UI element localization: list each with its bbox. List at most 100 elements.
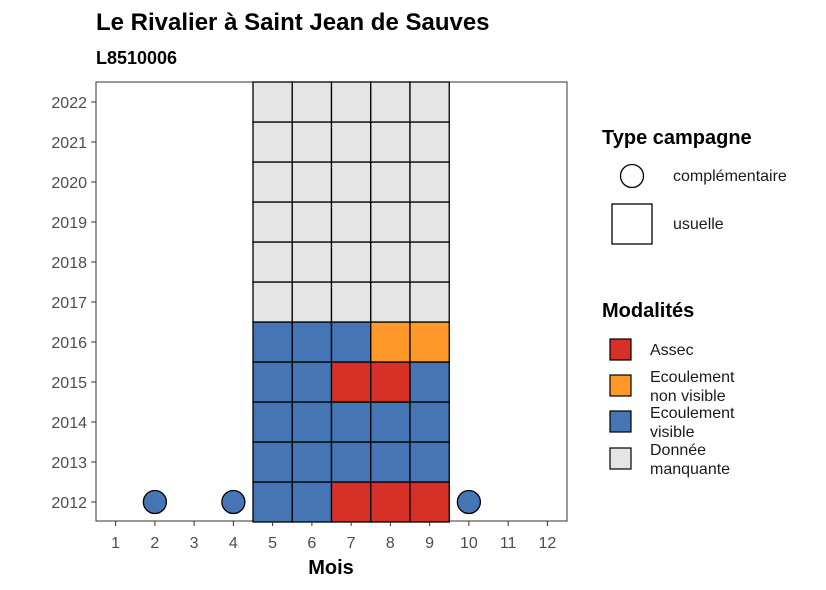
x-tick-label-2: 2 <box>150 535 159 552</box>
cell-2014-5 <box>252 401 293 443</box>
x-tick-label-7: 7 <box>347 535 356 552</box>
x-axis: 1 2 3 4 5 6 7 8 9 10 11 12 <box>111 521 556 552</box>
cell-2015-7 <box>330 361 372 403</box>
cell-2022-7 <box>330 81 372 123</box>
cell-2019-9 <box>409 201 450 243</box>
legend-label-nonvisible: Ecoulement non visible <box>650 369 735 405</box>
cell-2022-8 <box>370 81 411 123</box>
cell-2019-5 <box>252 201 293 243</box>
cell-2020-6 <box>291 161 333 203</box>
cell-2016-7 <box>330 321 372 363</box>
y-tick-label-2013: 2013 <box>51 455 87 472</box>
y-tick-label-2022: 2022 <box>51 95 87 112</box>
cell-2014-8 <box>370 401 411 443</box>
legend-title-type-campagne: Type campagne <box>602 127 752 149</box>
legend: Type campagne Modalités complémentaire us… <box>602 127 787 478</box>
cell-2015-9 <box>409 361 450 403</box>
cell-2012-8 <box>370 481 411 523</box>
cell-2014-7 <box>330 401 372 443</box>
cell-2022-5 <box>252 81 293 123</box>
cell-2021-5 <box>252 121 293 163</box>
cell-2021-6 <box>291 121 333 163</box>
legend-swatch-manquante <box>609 447 632 470</box>
y-tick-label-2021: 2021 <box>51 135 87 152</box>
legend-title-modalites: Modalités <box>602 300 694 322</box>
cell-2012-7 <box>330 481 372 523</box>
cell-2017-6 <box>291 281 333 323</box>
legend-swatch-assec <box>609 338 632 361</box>
legend-label-visible: Ecoulement visible <box>650 405 735 441</box>
cell-2018-7 <box>330 241 372 283</box>
y-axis: 2012 2013 2014 2015 2016 2017 2018 2019 2020 2021… <box>51 95 96 512</box>
cell-2022-6 <box>291 81 333 123</box>
cell-2018-8 <box>370 241 411 283</box>
cell-2017-8 <box>370 281 411 323</box>
cell-2019-6 <box>291 201 333 243</box>
cell-2019-7 <box>330 201 372 243</box>
cell-2018-6 <box>291 241 333 283</box>
cell-2016-6 <box>291 321 333 363</box>
cell-2016-5 <box>252 321 293 363</box>
cell-2019-8 <box>370 201 411 243</box>
cell-2013-8 <box>370 441 411 483</box>
x-tick-label-6: 6 <box>307 535 316 552</box>
legend-label-manquante: Donnée manquante <box>650 442 730 478</box>
cell-2022-9 <box>409 81 450 123</box>
cell-2013-5 <box>252 441 293 483</box>
y-tick-label-2012: 2012 <box>51 495 87 512</box>
cell-2016-9 <box>409 321 450 363</box>
chart-subtitle: L8510006 <box>96 48 177 68</box>
legend-swatch-visible <box>609 410 632 433</box>
y-tick-label-2018: 2018 <box>51 255 87 272</box>
cell-2017-9 <box>409 281 450 323</box>
x-tick-label-5: 5 <box>268 535 277 552</box>
cell-2020-7 <box>330 161 372 203</box>
cell-2017-7 <box>330 281 372 323</box>
x-tick-label-4: 4 <box>229 535 238 552</box>
cell-2020-9 <box>409 161 450 203</box>
circle-2012-4 <box>221 489 246 515</box>
y-tick-label-2017: 2017 <box>51 295 87 312</box>
legend-label-assec: Assec <box>650 342 694 359</box>
cell-2017-5 <box>252 281 293 323</box>
cell-2016-8 <box>370 321 411 363</box>
circle-2012-10 <box>456 489 482 515</box>
circle-2012-2 <box>142 489 168 515</box>
legend-label-circle: complémentaire <box>673 168 787 185</box>
plot-area <box>95 81 568 523</box>
y-tick-label-2016: 2016 <box>51 335 87 352</box>
chart-title: Le Rivalier à Saint Jean de Sauves <box>96 9 490 36</box>
cell-2018-9 <box>409 241 450 283</box>
x-tick-label-8: 8 <box>386 535 395 552</box>
cell-2013-7 <box>330 441 372 483</box>
cell-2013-9 <box>409 441 450 483</box>
legend-label-square: usuelle <box>673 216 724 233</box>
y-tick-label-2014: 2014 <box>51 415 87 432</box>
x-tick-label-9: 9 <box>425 535 434 552</box>
cell-2012-5 <box>252 481 293 523</box>
cell-2021-7 <box>330 121 372 163</box>
x-tick-label-1: 1 <box>111 535 120 552</box>
cell-2012-6 <box>291 481 333 523</box>
cell-2014-9 <box>409 401 450 443</box>
legend-swatch-nonvisible <box>609 374 632 397</box>
x-tick-label-3: 3 <box>190 535 199 552</box>
cell-2018-5 <box>252 241 293 283</box>
cell-2021-8 <box>370 121 411 163</box>
y-tick-label-2020: 2020 <box>51 175 87 192</box>
cell-2015-8 <box>370 361 411 403</box>
x-tick-label-10: 10 <box>460 535 478 552</box>
legend-key-square <box>611 203 653 245</box>
x-axis-title: Mois <box>308 557 354 579</box>
cell-2014-6 <box>291 401 333 443</box>
cell-2013-6 <box>291 441 333 483</box>
x-tick-label-11: 11 <box>500 535 517 552</box>
cell-2015-6 <box>291 361 333 403</box>
y-tick-label-2015: 2015 <box>51 375 87 392</box>
cell-2021-9 <box>409 121 450 163</box>
y-tick-label-2019: 2019 <box>51 215 87 232</box>
cell-2012-9 <box>409 481 450 523</box>
legend-key-circle <box>619 163 645 189</box>
cell-2020-8 <box>370 161 411 203</box>
